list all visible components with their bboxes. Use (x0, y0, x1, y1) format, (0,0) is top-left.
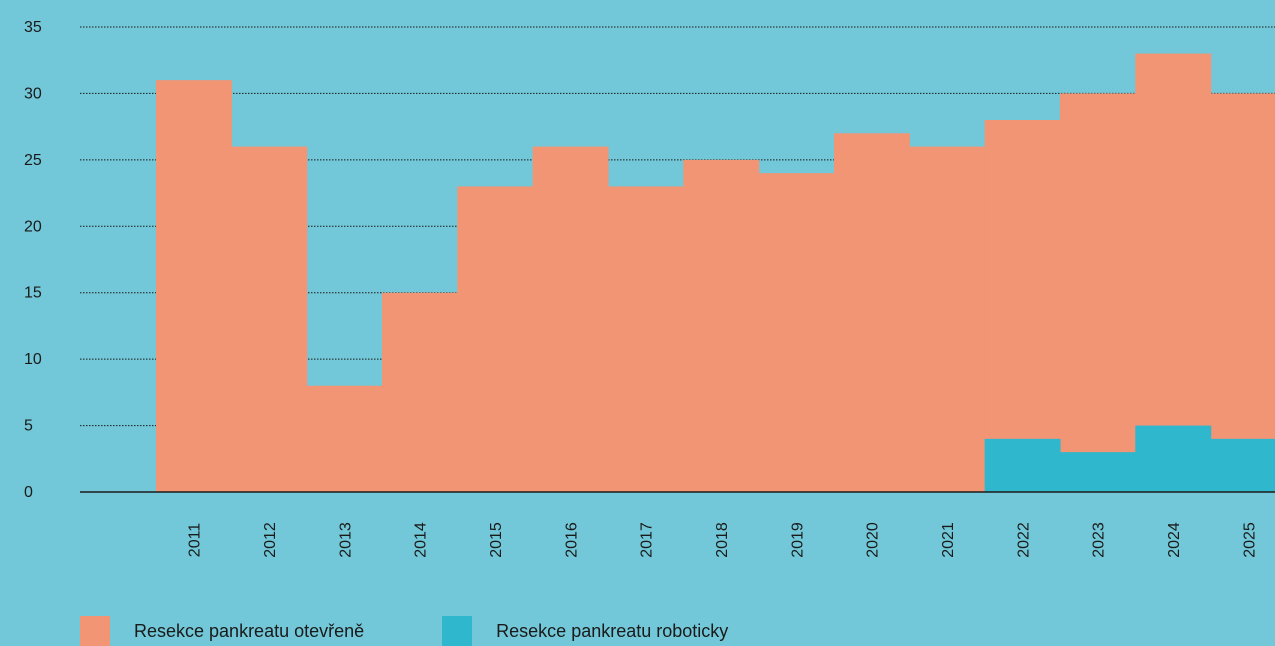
bar-open-2025 (1210, 93, 1275, 492)
x-tick-label-2022: 2022 (1015, 522, 1032, 558)
y-tick-label-0: 0 (24, 484, 33, 501)
bar-open-2013 (306, 385, 383, 492)
x-tick-label-2016: 2016 (563, 522, 580, 558)
bar-robotic-2024 (1135, 425, 1212, 492)
bar-open-2021 (909, 146, 986, 493)
bar-open-2018 (683, 159, 760, 492)
bar-open-2012 (231, 146, 308, 493)
x-tick-label-2020: 2020 (865, 522, 882, 558)
x-tick-label-2014: 2014 (413, 522, 430, 558)
x-tick-label-2019: 2019 (789, 522, 806, 558)
x-tick-label-2013: 2013 (337, 522, 354, 558)
bar-robotic-2023 (1059, 452, 1136, 492)
legend-swatch-open (80, 616, 110, 646)
y-tick-label-10: 10 (24, 351, 42, 368)
bar-open-2014 (381, 292, 458, 492)
y-tick-label-35: 35 (24, 19, 42, 36)
bar-open-2019 (758, 173, 835, 492)
legend-item-open: Resekce pankreatu otevřeně (80, 616, 364, 646)
x-tick-label-2018: 2018 (714, 522, 731, 558)
bar-open-2016 (532, 146, 609, 493)
x-tick-label-2015: 2015 (488, 522, 505, 558)
bar-open-2020 (833, 133, 910, 493)
x-tick-label-2023: 2023 (1091, 522, 1108, 558)
bar-robotic-2022 (984, 438, 1061, 492)
x-tick-label-2025: 2025 (1241, 522, 1258, 558)
y-tick-label-25: 25 (24, 152, 42, 169)
legend: Resekce pankreatu otevřeně Resekce pankr… (80, 616, 806, 646)
legend-label-open: Resekce pankreatu otevřeně (134, 620, 365, 641)
bar-open-2015 (457, 186, 534, 492)
y-tick-label-30: 30 (24, 85, 42, 102)
bar-open-2017 (607, 186, 684, 492)
y-tick-label-5: 5 (24, 418, 33, 435)
legend-item-robotic: Resekce pankreatu roboticky (442, 616, 728, 646)
x-tick-label-2017: 2017 (639, 522, 656, 558)
bar-open-2023 (1059, 93, 1136, 492)
x-tick-label-2012: 2012 (262, 522, 279, 558)
x-tick-label-2011: 2011 (187, 523, 204, 558)
y-tick-label-20: 20 (24, 218, 42, 235)
bar-open-2011 (156, 80, 232, 493)
legend-label-robotic: Resekce pankreatu roboticky (496, 620, 729, 641)
bar-open-2022 (984, 120, 1061, 492)
y-tick-label-15: 15 (24, 285, 42, 302)
bar-open-2024 (1135, 53, 1212, 492)
legend-swatch-robotic (442, 616, 473, 646)
x-tick-label-2021: 2021 (940, 522, 957, 558)
x-tick-label-2024: 2024 (1166, 522, 1183, 558)
bar-robotic-2025 (1210, 438, 1275, 492)
